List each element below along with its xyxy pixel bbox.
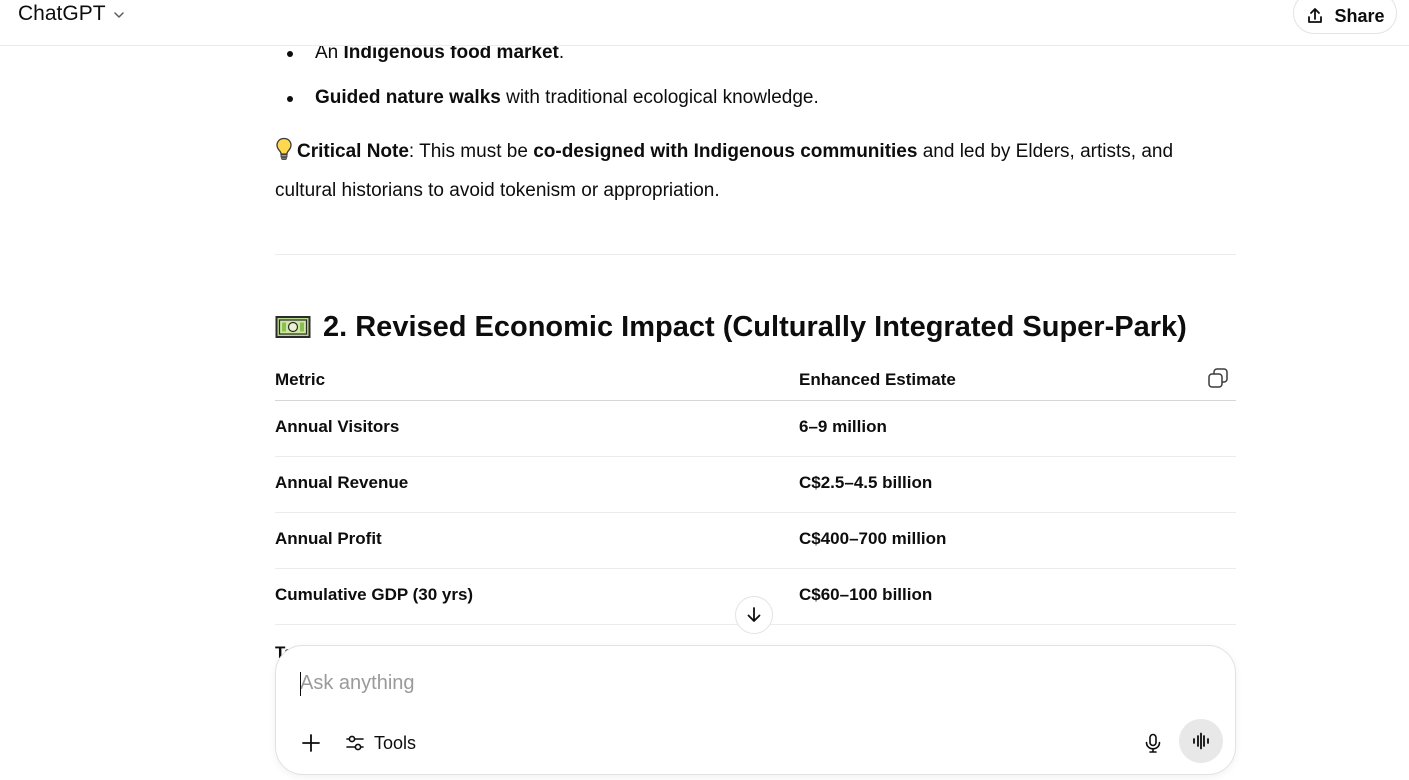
lightbulb-icon bbox=[275, 137, 293, 173]
list-item-bold-text: Guided nature walks bbox=[315, 87, 501, 108]
tools-label: Tools bbox=[374, 732, 417, 753]
note-bold-text: co-designed with Indigenous communities bbox=[533, 141, 918, 162]
table-cell-metric: Annual Profit bbox=[275, 529, 382, 548]
note-bold-text: Critical Note bbox=[297, 141, 409, 162]
list-item: An Indigenous food market. bbox=[286, 39, 565, 67]
table-cell-estimate: C$2.5–4.5 billion bbox=[799, 473, 933, 492]
prompt-input[interactable] bbox=[300, 668, 1100, 698]
share-label: Share bbox=[1334, 5, 1385, 26]
tools-button[interactable]: Tools bbox=[344, 726, 416, 760]
model-label: ChatGPT bbox=[18, 2, 106, 25]
divider bbox=[275, 254, 1236, 255]
table-cell-estimate: C$60–100 billion bbox=[799, 585, 933, 604]
table-header: Metric Enhanced Estimate bbox=[275, 360, 1236, 401]
voice-mode-button[interactable] bbox=[1179, 719, 1223, 763]
table-cell-estimate: 6–9 million bbox=[799, 417, 887, 436]
table-cell-metric: Cumulative GDP (30 yrs) bbox=[275, 585, 474, 604]
waveform-icon bbox=[1193, 732, 1209, 750]
section-heading: 2. Revised Economic Impact (Culturally I… bbox=[275, 306, 1187, 348]
copy-table-button[interactable] bbox=[1206, 366, 1230, 390]
list-item-text: An bbox=[315, 42, 344, 63]
note-text: and led by Elders, artists, and cultural… bbox=[275, 141, 1174, 201]
column-header-metric: Metric bbox=[275, 370, 326, 389]
chevron-down-icon bbox=[113, 12, 124, 18]
text-caret bbox=[300, 672, 301, 696]
prompt-composer: Tools bbox=[275, 645, 1236, 775]
dictate-button[interactable] bbox=[1136, 726, 1170, 760]
table-cell-metric: Annual Revenue bbox=[275, 473, 409, 492]
add-attachment-button[interactable] bbox=[294, 726, 328, 760]
list-item-bold-text: Indigenous food market bbox=[343, 42, 559, 63]
list-item: Guided nature walks with traditional eco… bbox=[287, 84, 819, 112]
scroll-to-bottom-button[interactable] bbox=[735, 596, 773, 634]
table-cell-estimate: C$400–700 million bbox=[799, 529, 947, 548]
critical-note: Critical Note: This must be co-designed … bbox=[275, 134, 1236, 208]
list-item-text: . bbox=[558, 42, 565, 63]
arrow-down-icon bbox=[747, 607, 761, 622]
share-icon bbox=[1308, 8, 1323, 23]
sliders-icon bbox=[346, 735, 364, 751]
top-bar: ChatGPT Share bbox=[0, 0, 1409, 46]
plus-icon bbox=[302, 734, 320, 752]
money-icon bbox=[275, 314, 311, 340]
table-row: Annual Profit C$400–700 million bbox=[275, 513, 1236, 569]
section-title: 2. Revised Economic Impact (Culturally I… bbox=[323, 310, 1187, 343]
column-header-estimate: Enhanced Estimate bbox=[799, 370, 956, 389]
table-row: Annual Visitors 6–9 million bbox=[275, 401, 1236, 457]
table-row: Annual Revenue C$2.5–4.5 billion bbox=[275, 457, 1236, 513]
microphone-icon bbox=[1145, 733, 1161, 753]
model-switcher[interactable]: ChatGPT bbox=[18, 0, 126, 28]
list-item-text: with traditional ecological knowledge. bbox=[500, 87, 819, 108]
table-cell-metric: Annual Visitors bbox=[275, 417, 400, 436]
share-button[interactable]: Share bbox=[1293, 0, 1397, 34]
copy-icon bbox=[1208, 368, 1228, 388]
note-text: : This must be bbox=[408, 141, 534, 162]
